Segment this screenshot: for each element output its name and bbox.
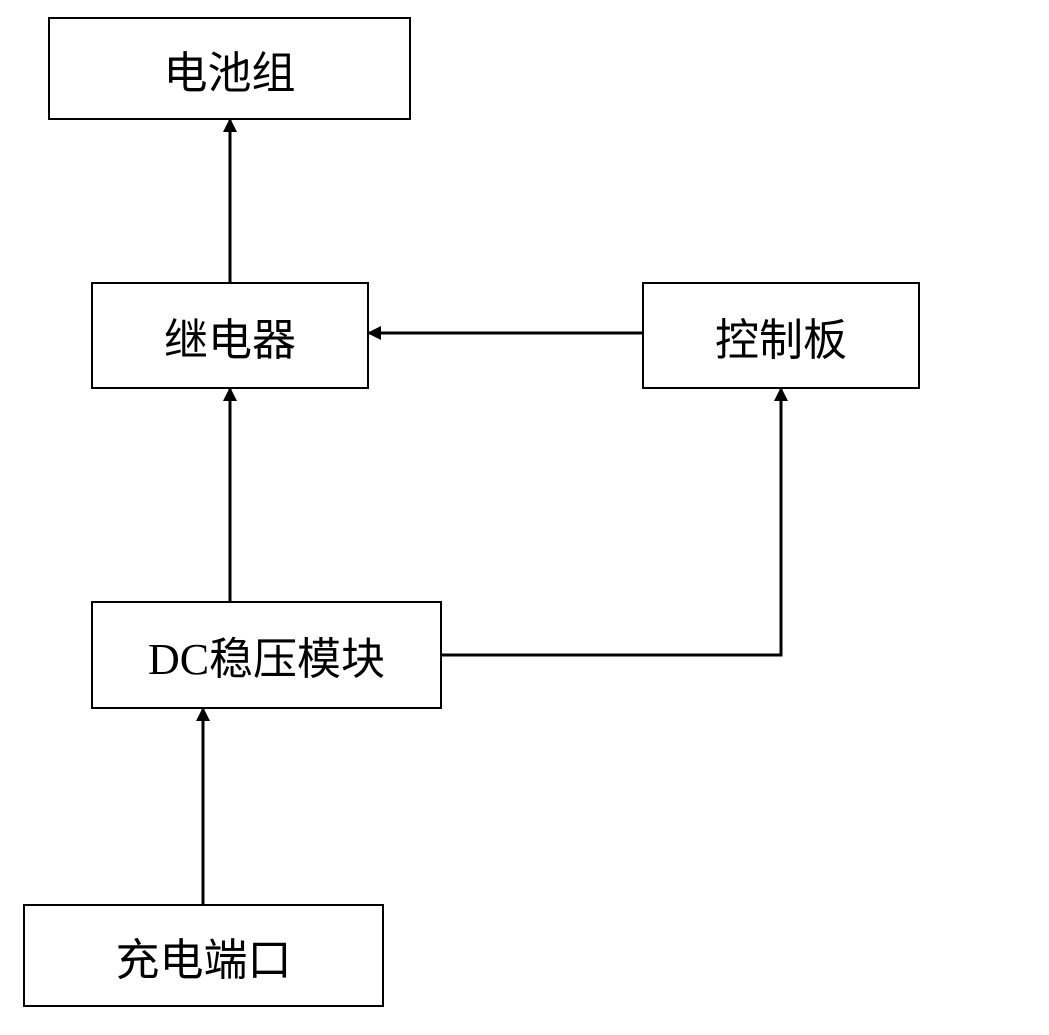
node-dc-module-label: DC稳压模块 [148,623,385,687]
node-dc-module: DC稳压模块 [91,601,442,709]
edge-dc-to-control [442,389,781,655]
node-battery-label: 电池组 [164,37,296,101]
node-relay: 继电器 [91,282,369,389]
node-relay-label: 继电器 [164,304,296,368]
node-battery: 电池组 [48,17,411,120]
node-control-board: 控制板 [642,282,920,389]
node-control-board-label: 控制板 [715,304,847,368]
node-charge-port-label: 充电端口 [116,924,292,988]
arrows-layer [0,0,1049,1035]
node-charge-port: 充电端口 [23,904,384,1007]
flowchart-diagram: 电池组 继电器 控制板 DC稳压模块 充电端口 [0,0,1049,1035]
